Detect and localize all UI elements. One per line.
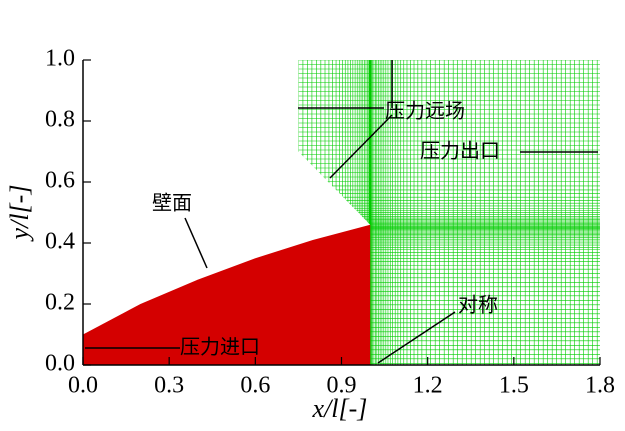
- x-tick-label: 1.2: [413, 373, 443, 399]
- x-axis-label: x/l[-]: [312, 394, 368, 423]
- x-tick-label: 1.5: [499, 373, 529, 399]
- y-axis-label: y/l[-]: [5, 185, 34, 243]
- y-tick-label: 0.0: [45, 351, 75, 377]
- y-tick-label: 0.8: [45, 107, 75, 133]
- y-tick-label: 0.6: [45, 168, 75, 194]
- leader-line: [184, 217, 208, 269]
- annotation: 壁面: [152, 191, 192, 215]
- y-tick-label: 0.2: [45, 290, 75, 316]
- x-tick-label: 0.0: [68, 373, 98, 399]
- x-tick-label: 1.8: [585, 373, 615, 399]
- x-tick-label: 0.3: [154, 373, 184, 399]
- x-tick-label: 0.9: [327, 373, 357, 399]
- annotation: 压力进口: [180, 335, 260, 359]
- annotation: 压力出口: [420, 139, 500, 163]
- y-tick-label: 0.4: [45, 229, 75, 255]
- y-tick-label: 1.0: [45, 46, 75, 72]
- annotation: 压力远场: [385, 99, 465, 123]
- leader-line: [329, 114, 393, 179]
- annotation: 对称: [458, 293, 498, 317]
- leader-line: [377, 311, 456, 364]
- wall-region: [83, 224, 371, 365]
- x-tick-label: 0.6: [240, 373, 270, 399]
